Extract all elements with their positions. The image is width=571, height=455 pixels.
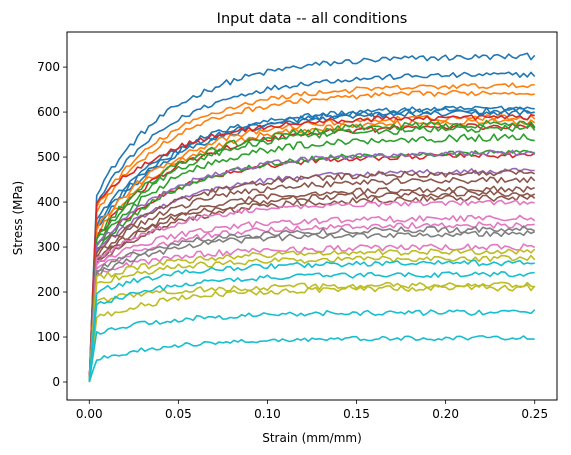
series-line-10 [88, 122, 536, 383]
series-line-18 [88, 169, 535, 383]
series-line-13 [88, 124, 536, 383]
series-line-33 [88, 259, 535, 383]
y-tick-label: 600 [37, 105, 60, 119]
y-tick-label: 300 [37, 240, 60, 254]
series-line-20 [88, 185, 536, 383]
x-tick-label: 0.05 [165, 407, 192, 421]
x-tick-label: 0.25 [521, 407, 548, 421]
y-tick-label: 400 [37, 195, 60, 209]
plot-area [88, 52, 536, 383]
series-line-16 [88, 149, 536, 383]
series-line-24 [88, 214, 536, 383]
y-axis-ticks: 0 100 200 300 400 500 600 700 [37, 60, 67, 389]
series-line-35 [88, 309, 536, 383]
axes-frame [66, 31, 558, 401]
y-tick-label: 700 [37, 60, 60, 74]
series-line-6 [88, 89, 535, 383]
x-tick-label: 0.20 [432, 407, 459, 421]
series-line-9 [88, 113, 535, 383]
x-tick-label: 0.10 [254, 407, 281, 421]
x-axis-label: Strain (mm/mm) [262, 431, 362, 445]
x-tick-label: 0.15 [343, 407, 370, 421]
series-line-12 [88, 119, 536, 383]
series-line-34 [88, 270, 535, 383]
y-tick-label: 0 [52, 375, 60, 389]
series-line-21 [88, 189, 536, 383]
series-line-5 [88, 82, 535, 383]
series-line-22 [88, 194, 536, 383]
series-line-0 [88, 52, 536, 383]
y-axis-label: Stress (MPa) [11, 181, 25, 255]
series-line-1 [88, 71, 536, 383]
series-line-4 [88, 109, 535, 383]
y-tick-label: 200 [37, 285, 60, 299]
x-tick-label: 0.00 [76, 407, 103, 421]
series-line-30 [88, 254, 536, 383]
x-axis-ticks: 0.00 0.05 0.10 0.15 0.20 0.25 [76, 400, 548, 421]
y-tick-label: 100 [37, 330, 60, 344]
series-line-32 [88, 283, 536, 383]
series-line-19 [88, 176, 536, 383]
series-line-28 [88, 230, 536, 383]
y-tick-label: 500 [37, 150, 60, 164]
series-line-23 [88, 199, 535, 383]
series-line-14 [88, 133, 535, 383]
series-line-26 [88, 243, 536, 383]
chart-title: Input data -- all conditions [217, 11, 408, 27]
series-line-25 [88, 221, 535, 383]
series-line-2 [88, 105, 535, 383]
series-line-36 [88, 335, 535, 383]
series-line-29 [88, 248, 536, 383]
